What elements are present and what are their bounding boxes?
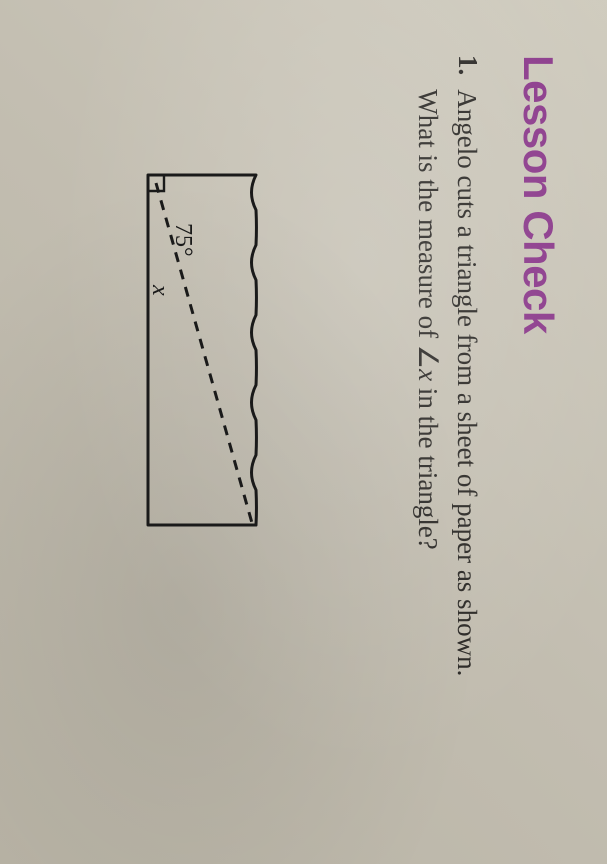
question-block: 1. Angelo cuts a triangle from a sheet o… — [408, 55, 486, 819]
question-text: Angelo cuts a triangle from a sheet of p… — [408, 89, 486, 729]
angle-symbol: ∠ — [413, 345, 443, 369]
triangle-figure: 75° x — [138, 135, 268, 565]
lesson-heading: Lesson Check — [514, 55, 562, 819]
question-text-part2: in the triangle? — [413, 381, 443, 550]
textbook-page: Lesson Check 1. Angelo cuts a triangle f… — [0, 0, 607, 864]
svg-text:x: x — [147, 284, 173, 296]
variable-x: x — [413, 369, 443, 381]
figure-container: 75° x — [138, 135, 268, 565]
svg-text:75°: 75° — [170, 223, 196, 257]
question-number: 1. — [408, 55, 486, 75]
